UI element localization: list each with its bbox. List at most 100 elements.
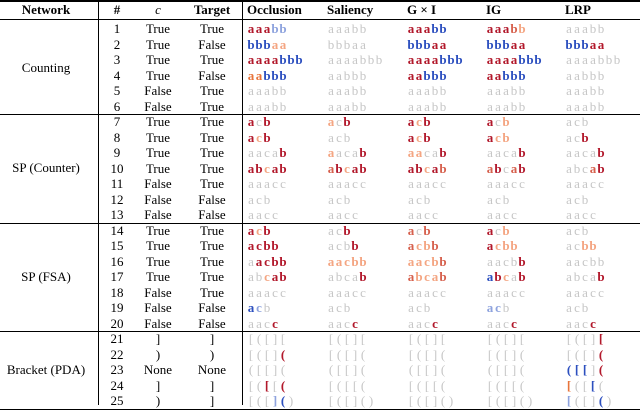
token: [ xyxy=(582,377,588,393)
cell-target: True xyxy=(199,52,225,67)
token: a xyxy=(408,284,414,300)
token: [ xyxy=(566,346,572,362)
cell-target: True xyxy=(199,253,225,269)
token: ( xyxy=(328,362,334,377)
token: ] xyxy=(590,393,596,408)
token: ( xyxy=(495,377,501,393)
token: c xyxy=(272,284,278,300)
token: b xyxy=(510,83,518,98)
cell-target: True xyxy=(199,222,225,238)
token: c xyxy=(495,238,501,253)
token: a xyxy=(415,67,423,83)
token: c xyxy=(344,315,350,331)
token: [ xyxy=(503,393,509,408)
token: [ xyxy=(582,393,588,408)
token: a xyxy=(582,83,588,98)
token: [ xyxy=(511,377,517,393)
cell-target: True xyxy=(199,176,225,191)
attribution-cell: [([][ xyxy=(486,331,564,347)
token: c xyxy=(432,207,438,222)
token: a xyxy=(327,145,335,160)
cell-c: True xyxy=(145,67,171,83)
token: a xyxy=(407,129,415,145)
token: b xyxy=(510,253,518,269)
token: ] xyxy=(272,331,278,346)
token: a xyxy=(328,52,334,67)
token: b xyxy=(415,160,423,176)
header-rule xyxy=(0,19,640,20)
token: a xyxy=(582,284,588,300)
token: a xyxy=(503,176,509,191)
token: a xyxy=(416,176,422,191)
token: c xyxy=(590,315,596,331)
token: b xyxy=(287,52,295,67)
attribution-cell: a a c ab xyxy=(486,145,564,161)
token: a xyxy=(352,52,358,67)
column-header: Saliency xyxy=(327,2,374,17)
token: [ xyxy=(408,346,414,362)
token: a xyxy=(582,98,588,114)
token: a xyxy=(407,269,415,284)
token: a xyxy=(327,114,335,129)
token: c xyxy=(352,315,358,331)
token: c xyxy=(256,300,262,315)
token: b xyxy=(510,98,518,114)
token: c xyxy=(582,315,588,331)
token: a xyxy=(486,129,494,145)
token: a xyxy=(271,160,279,176)
token: a xyxy=(248,98,254,114)
token: a xyxy=(510,36,518,52)
token: a xyxy=(344,83,350,98)
attribution-cell: [([]() xyxy=(327,393,405,409)
token: b xyxy=(255,36,263,52)
cell-target: True xyxy=(199,114,225,129)
token: a xyxy=(424,98,430,114)
token: c xyxy=(424,207,430,222)
token: b xyxy=(279,253,287,269)
cell-c: False xyxy=(144,176,172,191)
token: ) xyxy=(288,393,294,408)
token: b xyxy=(279,145,287,160)
token: b xyxy=(581,238,589,253)
token: c xyxy=(344,253,350,269)
top-rule xyxy=(0,0,640,2)
token: a xyxy=(574,145,580,160)
token: c xyxy=(503,145,509,160)
group-rule xyxy=(0,222,640,224)
token: c xyxy=(511,315,517,331)
token: c xyxy=(272,176,278,191)
cell-num: 20 xyxy=(110,315,124,331)
token: b xyxy=(415,36,423,52)
token: a xyxy=(328,315,334,331)
attribution-cell: [([]() xyxy=(247,393,325,409)
token: a xyxy=(590,52,596,67)
token: a xyxy=(432,145,438,160)
token: a xyxy=(503,284,509,300)
token: ( xyxy=(248,362,254,377)
token: ] xyxy=(511,393,517,408)
token: c xyxy=(256,129,262,145)
token: ( xyxy=(416,346,422,362)
token: ( xyxy=(519,362,525,377)
token: a xyxy=(486,67,494,83)
token: b xyxy=(343,222,351,238)
token: b xyxy=(502,300,510,315)
token: b xyxy=(359,83,367,98)
token: a xyxy=(566,269,572,284)
token: [ xyxy=(424,377,430,393)
token: a xyxy=(336,315,342,331)
token: a xyxy=(336,52,342,67)
token: ( xyxy=(336,393,342,408)
token: b xyxy=(581,67,589,83)
token: a xyxy=(360,36,366,52)
